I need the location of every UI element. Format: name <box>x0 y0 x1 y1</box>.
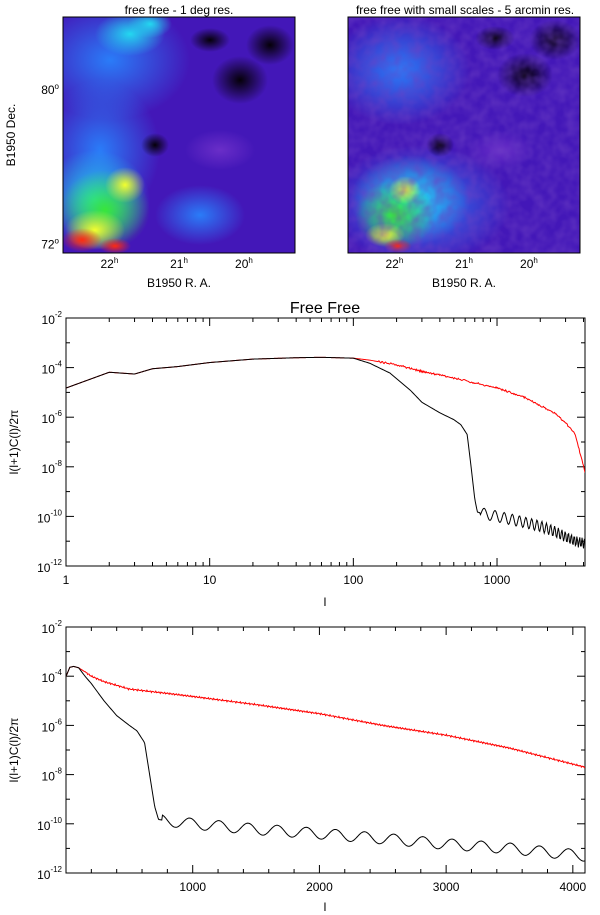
x-tick-label: 4000 <box>559 880 586 894</box>
x-tick-label: 3000 <box>433 880 460 894</box>
y-tick-label: 10-8 <box>42 459 63 476</box>
x-axis-label: l <box>324 595 327 609</box>
series-line-one-degree <box>66 356 585 549</box>
map-x-tick-label: 20h <box>235 256 253 271</box>
y-tick-label: 10-6 <box>42 717 63 734</box>
x-tick-label: 10 <box>203 573 217 587</box>
y-tick-label: 10-6 <box>42 409 63 426</box>
series-lines <box>66 665 585 862</box>
ticks: 1000 2000 3000 4000 10-2 10-4 10-6 10-8 10-10 10-… <box>37 619 586 894</box>
map-title: free free with small scales - 5 arcmin r… <box>356 3 574 17</box>
chart-1: Free Free 1 10 100 1000 10-2 10-4 10-6 10-8 10-1… <box>7 300 586 609</box>
y-axis-label: l(l+1)C(l)/2π <box>7 718 21 783</box>
ticks: 1 10 100 1000 10-2 10-4 10-6 10-8 10-10 10-12 <box>37 310 585 587</box>
series-line-small-scales <box>66 356 585 473</box>
map-y-tick-label: 80o <box>41 82 59 97</box>
x-tick-label: 1000 <box>179 880 206 894</box>
sky-map-image <box>63 17 295 253</box>
map-ylabel: B1950 Dec. <box>4 104 18 167</box>
map-xlabel: B1950 R. A. <box>432 276 496 290</box>
map-x-tick-label: 22h <box>100 256 118 271</box>
map-x-tick-label: 20h <box>520 256 538 271</box>
map-x-tick-label: 22h <box>385 256 403 271</box>
series-line-small-scales <box>66 665 585 769</box>
series-line-one-degree <box>66 665 585 862</box>
chart-title: Free Free <box>290 300 360 317</box>
map-x-ticks: 22h 21h 20h <box>385 256 537 271</box>
y-tick-label: 10-4 <box>42 668 63 685</box>
x-tick-label: 100 <box>343 573 363 587</box>
map-title: free free - 1 deg res. <box>125 3 234 17</box>
map-x-tick-label: 21h <box>455 256 473 271</box>
y-tick-label: 10-12 <box>37 865 62 882</box>
y-tick-label: 10-2 <box>42 310 63 327</box>
map-x-tick-label: 21h <box>170 256 188 271</box>
x-tick-label: 1000 <box>484 573 511 587</box>
x-tick-label: 1 <box>63 573 70 587</box>
map-x-ticks: 22h 21h 20h <box>100 256 252 271</box>
map-xlabel: B1950 R. A. <box>147 276 211 290</box>
x-axis-label: l <box>324 900 327 914</box>
x-tick-label: 2000 <box>306 880 333 894</box>
y-tick-label: 10-12 <box>37 558 62 575</box>
y-tick-label: 10-10 <box>37 508 62 525</box>
map-y-ticks: 80o 72o <box>41 82 59 252</box>
y-tick-label: 10-4 <box>42 360 63 377</box>
chart-2: 1000 2000 3000 4000 10-2 10-4 10-6 10-8 10-10 10-… <box>7 619 587 914</box>
y-axis-label: l(l+1)C(l)/2π <box>7 410 21 475</box>
map-panel-2: free free with small scales - 5 arcmin r… <box>347 3 581 290</box>
y-tick-label: 10-8 <box>42 767 63 784</box>
map-panel-1: free free - 1 deg res. 22h 21h 20h 80o72o … <box>4 3 296 290</box>
y-tick-label: 10-2 <box>42 619 63 636</box>
sky-map-image <box>348 17 580 253</box>
map-y-tick-label: 72o <box>41 237 59 252</box>
plot-frame <box>65 317 586 567</box>
plot-frame <box>65 626 586 874</box>
series-lines <box>66 356 585 549</box>
y-tick-label: 10-10 <box>37 816 62 833</box>
